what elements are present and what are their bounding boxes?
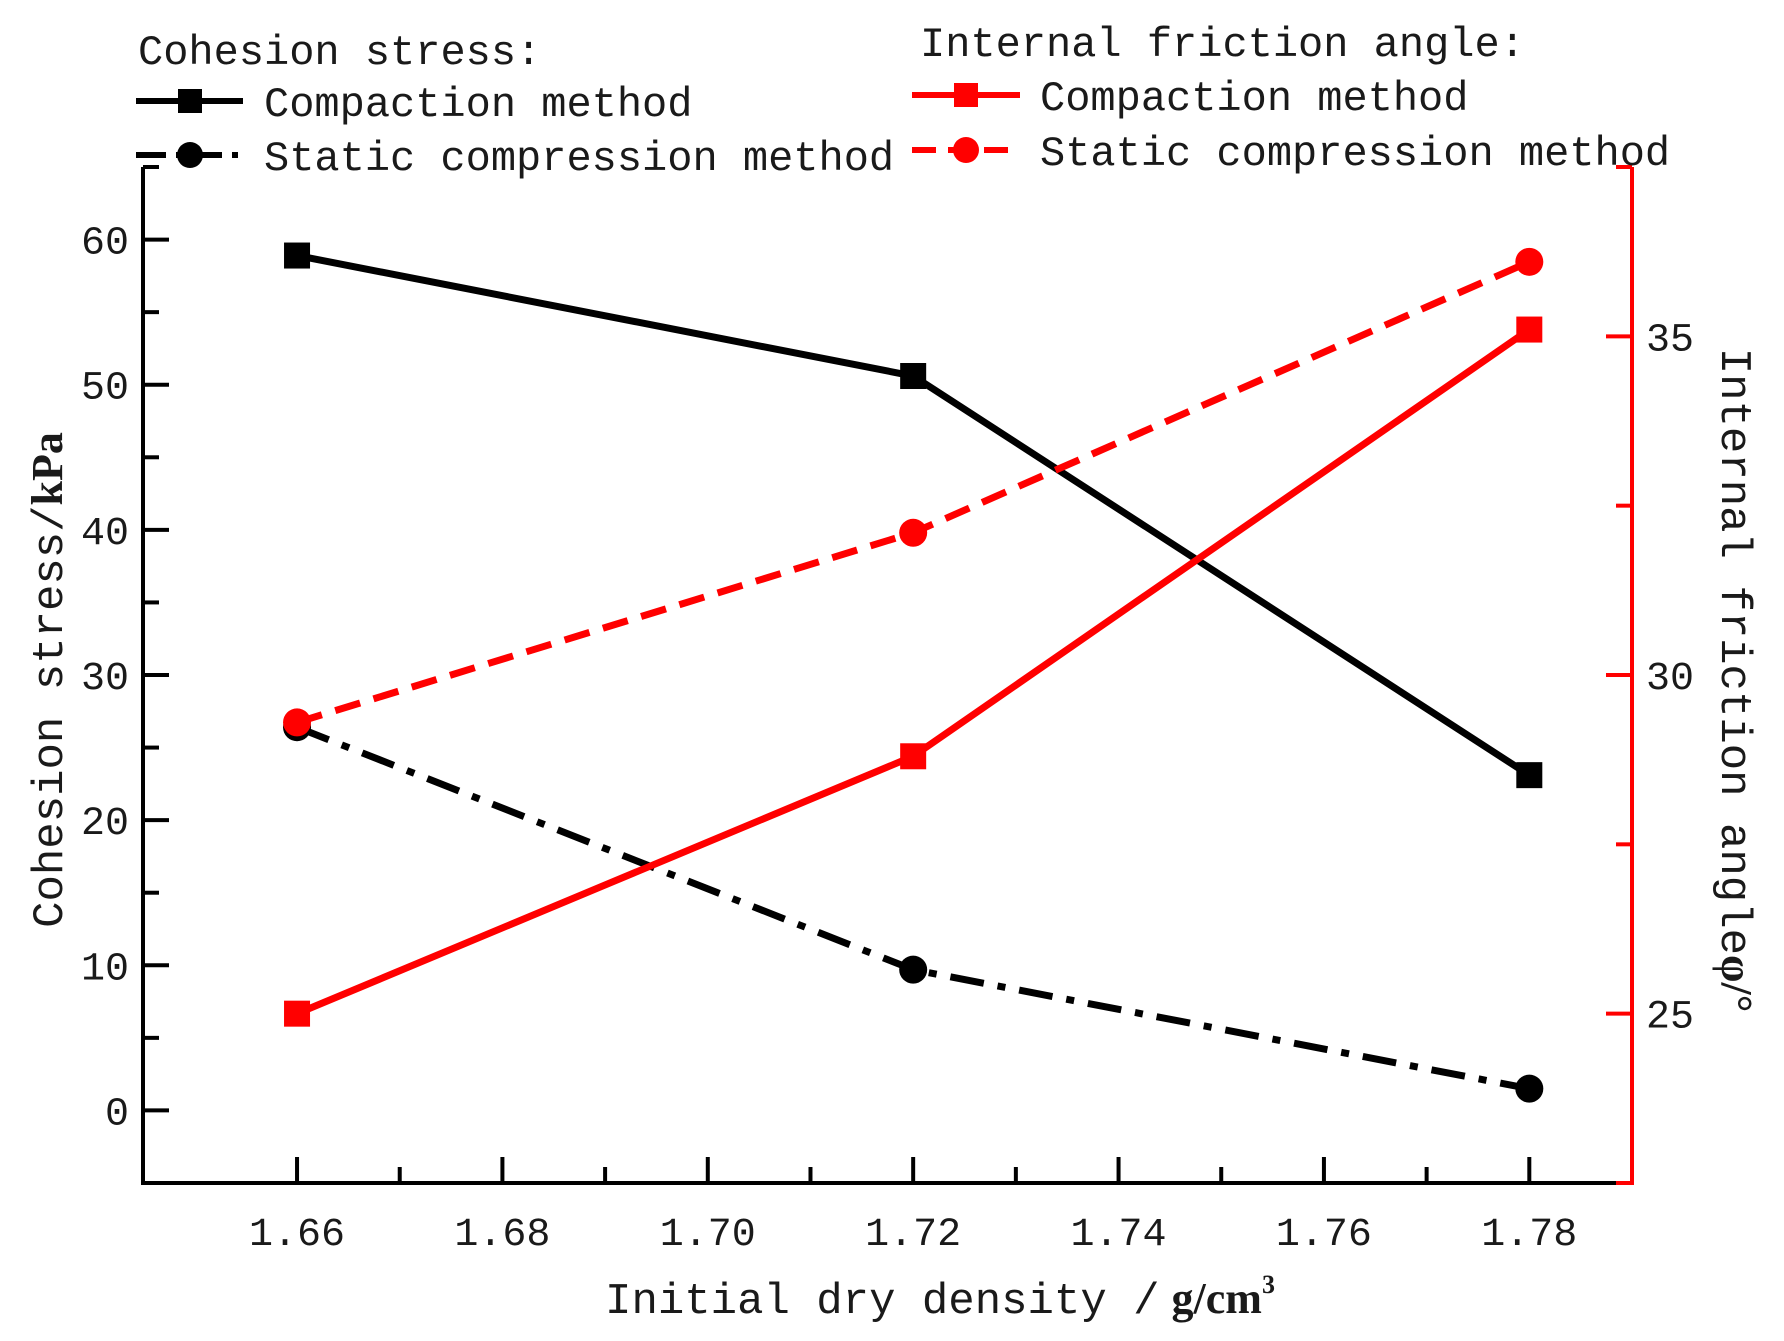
- data-point-square: [284, 242, 311, 269]
- legend-internal-friction-angle: Internal friction angle: Compaction meth…: [912, 21, 1670, 178]
- series-line-1: [295, 723, 1530, 1093]
- left-y-tick-label: 60: [81, 222, 129, 267]
- legend-label-friction-compaction: Compaction method: [1040, 75, 1468, 123]
- left-y-tick-label: 20: [81, 802, 129, 847]
- left-y-tick-label: 0: [105, 1092, 129, 1137]
- left-y-axis-title: Cohesion stress/kPa: [23, 432, 76, 928]
- legend-label-friction-static: Static compression method: [1040, 130, 1670, 178]
- legend-title-cohesion: Cohesion stress:: [138, 29, 541, 77]
- legend-label-cohesion-compaction: Compaction method: [264, 81, 692, 129]
- left-y-tick-label: 30: [81, 657, 129, 702]
- series-line-2: [295, 326, 1532, 1017]
- x-tick-label: 1.78: [1481, 1213, 1577, 1258]
- legend-cohesion-stress: Cohesion stress: Compaction method Stati…: [136, 29, 894, 183]
- data-point-square: [1516, 762, 1543, 789]
- x-tick-label: 1.66: [249, 1213, 345, 1258]
- data-point-circle: [899, 955, 928, 984]
- axes-layer: 1.66 1.68 1.70 1.72 1.74 1.76 1.78 0 10 20 30 40 50 6…: [81, 165, 1694, 1258]
- x-tick-label: 1.72: [865, 1213, 961, 1258]
- legend-title-friction: Internal friction angle:: [920, 21, 1525, 69]
- right-y-tick-label: 30: [1646, 657, 1694, 702]
- data-point-circle: [1515, 247, 1544, 276]
- x-tick-label: 1.68: [454, 1213, 550, 1258]
- series-layer: [283, 242, 1544, 1103]
- data-point-circle: [283, 708, 312, 737]
- legend-marker-square-icon: [178, 89, 202, 113]
- right-y-tick-label: 25: [1646, 996, 1694, 1041]
- legend-marker-circle-icon: [177, 142, 203, 168]
- x-tick-label: 1.76: [1276, 1213, 1372, 1258]
- legend-marker-circle-icon: [953, 137, 979, 163]
- x-axis-title: Initial dry density / g/cm3: [605, 1270, 1275, 1327]
- data-point-circle: [1515, 1074, 1544, 1103]
- series-line-0: [296, 252, 1532, 779]
- data-point-square: [900, 363, 927, 390]
- x-tick-label: 1.70: [660, 1213, 756, 1258]
- x-tick-label: 1.74: [1071, 1213, 1167, 1258]
- data-point-square: [284, 1000, 311, 1027]
- right-y-tick-label: 35: [1646, 318, 1694, 363]
- legend-label-cohesion-static: Static compression method: [264, 135, 894, 183]
- data-point-circle: [899, 518, 928, 547]
- data-point-square: [900, 743, 927, 770]
- legend-marker-square-icon: [954, 83, 978, 107]
- left-y-tick-label: 50: [81, 367, 129, 412]
- right-y-axis-title: Internal friction angleφ/°: [1708, 348, 1761, 1013]
- left-y-tick-label: 10: [81, 947, 129, 992]
- left-y-tick-label: 40: [81, 512, 129, 557]
- data-point-square: [1516, 316, 1543, 343]
